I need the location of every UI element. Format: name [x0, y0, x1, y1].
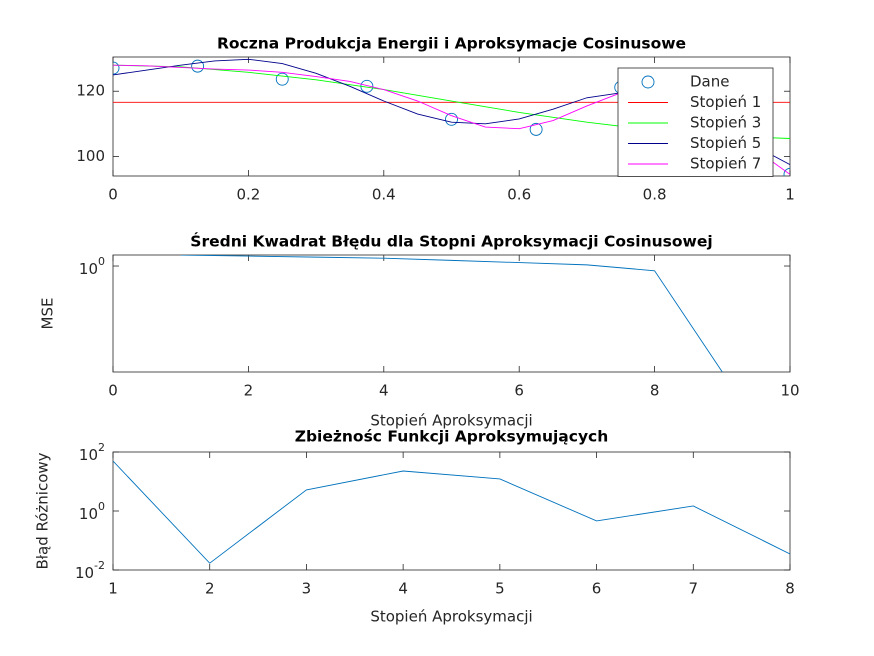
axes-box — [112, 254, 791, 373]
plot-area — [180, 255, 723, 372]
y-axis-label: Błąd Różnicowy — [34, 452, 52, 569]
chart-title: Średni Kwadrat Błędu dla Stopni Aproksym… — [190, 232, 712, 251]
data-point — [783, 167, 790, 176]
x-tick-label: 0 — [108, 382, 118, 400]
legend-label: Stopień 5 — [690, 134, 761, 152]
x-tick-label: 8 — [785, 580, 795, 598]
y-tick-label: 100 — [79, 500, 105, 523]
data-point — [275, 72, 289, 86]
series-line — [113, 460, 790, 564]
x-tick-label: 0.8 — [643, 186, 667, 204]
legend-label: Stopień 7 — [690, 155, 761, 173]
plot-area — [113, 460, 790, 564]
x-tick-label: 1 — [785, 186, 795, 204]
x-tick-label: 4 — [398, 580, 408, 598]
x-axis-label: Stopień Aproksymacji — [370, 412, 532, 430]
x-tick-label: 4 — [379, 382, 389, 400]
x-tick-label: 10 — [780, 382, 799, 400]
chart-title: Roczna Produkcja Energii i Aproksymacje … — [217, 35, 686, 53]
axes-box — [112, 451, 791, 571]
data-point — [529, 122, 543, 136]
legend-label: Stopień 1 — [690, 93, 761, 111]
x-tick-label: 7 — [689, 580, 699, 598]
y-tick-label: 102 — [79, 441, 105, 464]
x-tick-label: 0.2 — [236, 186, 260, 204]
data-point — [191, 59, 205, 73]
data-point — [113, 61, 120, 75]
x-tick-label: 6 — [592, 580, 602, 598]
x-tick-label: 2 — [205, 580, 215, 598]
legend-marker — [641, 75, 655, 89]
x-axis-label: Stopień Aproksymacji — [370, 608, 532, 626]
y-tick-label: 100 — [79, 255, 105, 278]
x-tick-label: 0.6 — [507, 186, 531, 204]
x-tick-label: 8 — [650, 382, 660, 400]
x-tick-label: 5 — [495, 580, 505, 598]
y-tick-label: 10-2 — [75, 559, 105, 582]
chart-title: Zbieżnośc Funkcji Aproksymujących — [295, 428, 609, 446]
x-tick-label: 0 — [108, 186, 118, 204]
x-tick-label: 1 — [108, 580, 118, 598]
y-axis-label: MSE — [39, 298, 57, 330]
x-tick-label: 6 — [514, 382, 524, 400]
legend-label: Stopień 3 — [690, 114, 761, 132]
x-tick-label: 3 — [302, 580, 312, 598]
legend-label: Dane — [690, 73, 729, 91]
data-point — [445, 112, 458, 126]
x-tick-label: 2 — [244, 382, 254, 400]
y-tick-label: 100 — [76, 147, 105, 165]
y-tick-label: 120 — [76, 82, 105, 100]
series-line — [180, 255, 723, 372]
x-tick-label: 0.4 — [372, 186, 396, 204]
